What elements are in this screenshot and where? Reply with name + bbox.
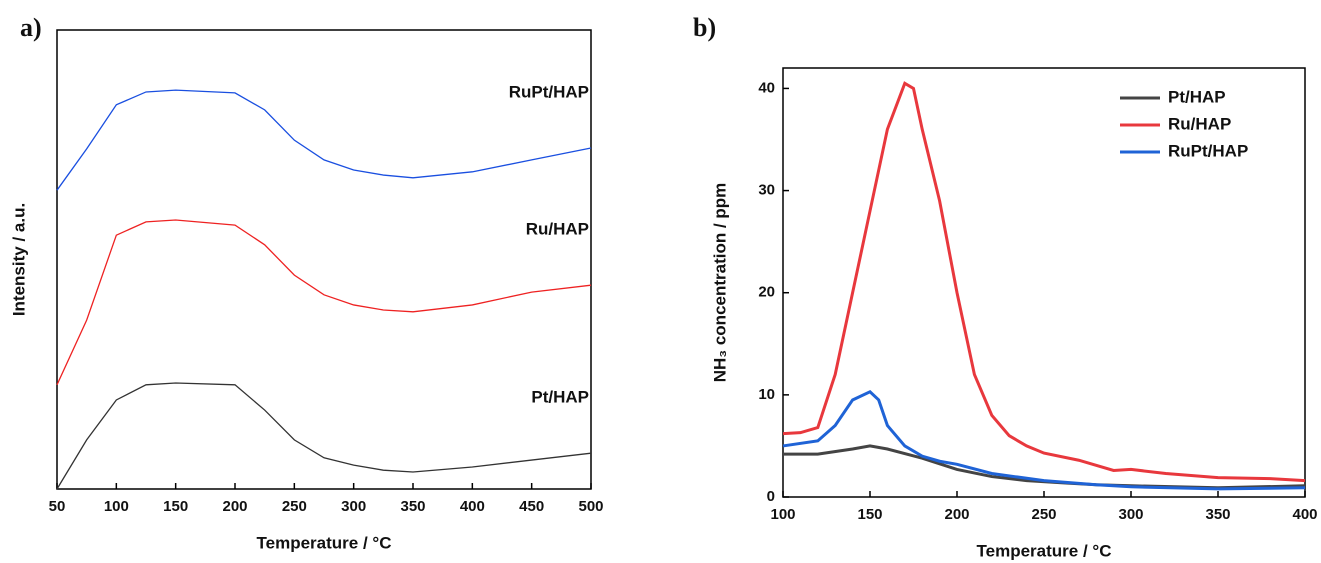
x-tick-label: 300: [341, 498, 366, 515]
x-tick-label: 100: [770, 506, 795, 523]
legend-label: Ru/HAP: [1168, 114, 1231, 133]
x-tick-label: 500: [578, 498, 603, 515]
line-series: [56, 382, 592, 490]
plot-frame: [56, 29, 592, 490]
y-tick-label: 40: [758, 79, 775, 96]
x-tick-label: 300: [1118, 506, 1143, 523]
line-series: [56, 219, 592, 386]
y-tick-label: 10: [758, 386, 775, 403]
y-tick-label: 0: [767, 488, 775, 505]
x-axis-label: Temperature / °C: [977, 541, 1112, 560]
x-tick-label: 150: [857, 506, 882, 523]
x-tick-label: 250: [282, 498, 307, 515]
series-label: Pt/HAP: [531, 388, 589, 407]
x-tick-label: 450: [519, 498, 544, 515]
y-tick-label: 20: [758, 284, 775, 301]
series-label: Ru/HAP: [526, 220, 589, 239]
x-tick-label: 150: [163, 498, 188, 515]
x-tick-label: 350: [1205, 506, 1230, 523]
x-tick-label: 400: [1292, 506, 1317, 523]
y-axis-label: NH₃ concentration / ppm: [710, 183, 729, 383]
x-tick-label: 350: [400, 498, 425, 515]
x-tick-label: 400: [460, 498, 485, 515]
y-axis-label: Intensity / a.u.: [9, 203, 28, 316]
panel-label: a): [20, 13, 42, 42]
line-series: [782, 390, 1306, 491]
x-tick-label: 100: [104, 498, 129, 515]
panel-label: b): [693, 13, 716, 42]
y-tick-label: 30: [758, 182, 775, 199]
x-tick-label: 200: [944, 506, 969, 523]
line-series: [56, 89, 592, 191]
legend-label: RuPt/HAP: [1168, 141, 1248, 160]
legend-label: Pt/HAP: [1168, 87, 1226, 106]
series-label: RuPt/HAP: [509, 82, 589, 101]
x-tick-label: 50: [49, 498, 66, 515]
x-axis-label: Temperature / °C: [257, 533, 392, 552]
x-tick-label: 250: [1031, 506, 1056, 523]
x-tick-label: 200: [222, 498, 247, 515]
line-series: [782, 81, 1306, 483]
